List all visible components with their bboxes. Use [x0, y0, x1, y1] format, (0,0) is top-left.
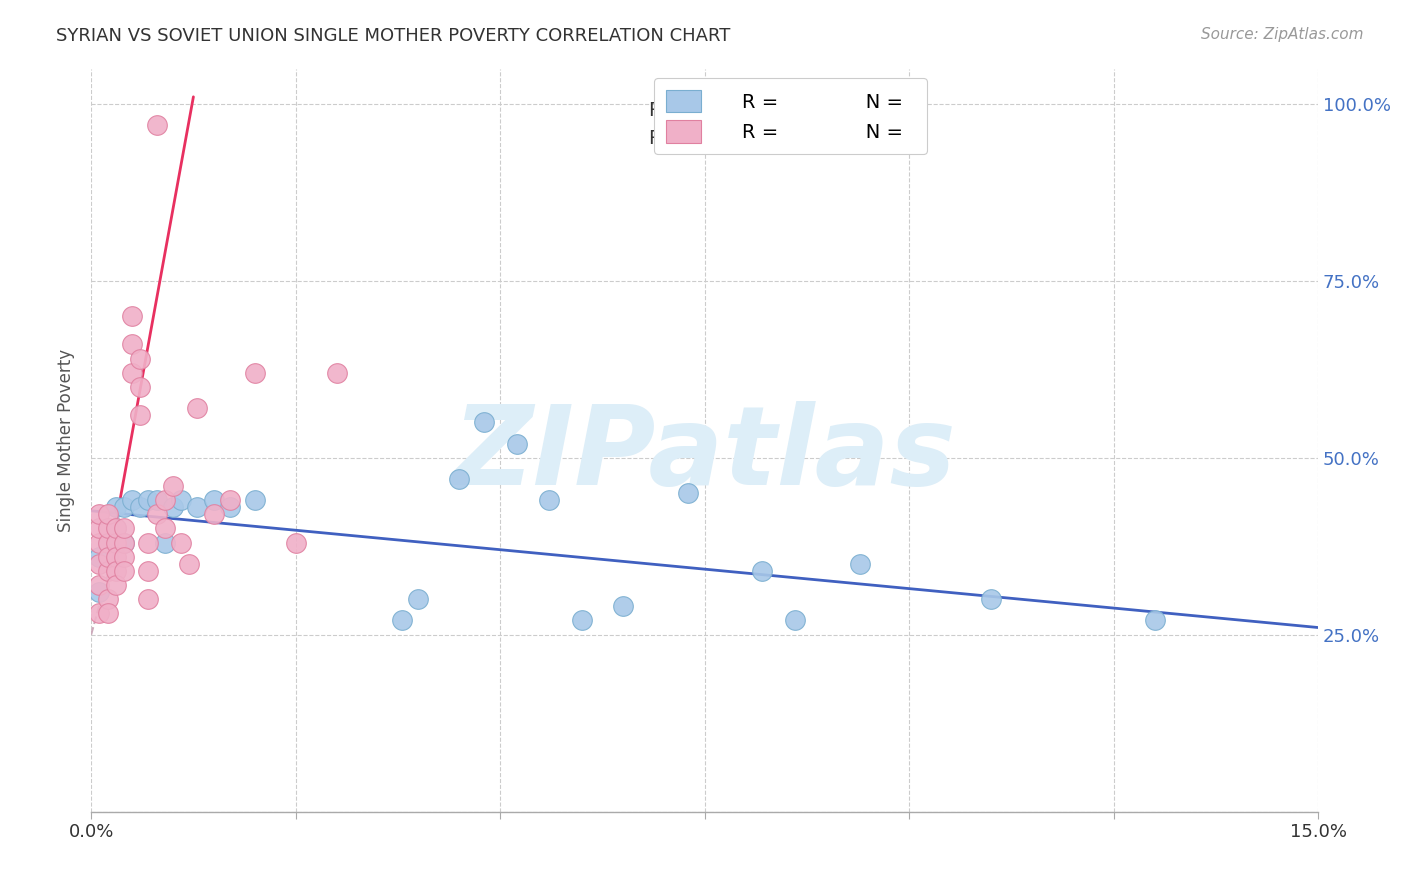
- Point: [980, 592, 1002, 607]
- Point: [96, 508, 118, 522]
- Point: [153, 535, 176, 549]
- Point: [112, 564, 135, 578]
- Point: [472, 415, 495, 429]
- Text: R =: R =: [650, 101, 692, 120]
- Point: [783, 614, 806, 628]
- Point: [391, 614, 413, 628]
- Point: [571, 614, 593, 628]
- Point: [89, 521, 111, 535]
- Point: [96, 592, 118, 607]
- Text: 32: 32: [794, 101, 818, 120]
- Point: [153, 521, 176, 535]
- Point: [121, 366, 143, 380]
- Point: [153, 493, 176, 508]
- Point: [284, 535, 307, 549]
- Point: [104, 564, 127, 578]
- Text: Source: ZipAtlas.com: Source: ZipAtlas.com: [1201, 27, 1364, 42]
- Text: N =: N =: [762, 128, 806, 148]
- Point: [170, 493, 193, 508]
- Point: [145, 508, 167, 522]
- Point: [186, 401, 208, 416]
- Point: [89, 607, 111, 621]
- Point: [162, 479, 184, 493]
- Point: [96, 549, 118, 564]
- Point: [96, 535, 118, 549]
- Point: [538, 493, 561, 508]
- Point: [186, 500, 208, 515]
- Point: [138, 493, 160, 508]
- Point: [138, 592, 160, 607]
- Point: [678, 486, 700, 500]
- Point: [243, 493, 266, 508]
- Point: [104, 521, 127, 535]
- Point: [104, 521, 127, 535]
- Point: [121, 337, 143, 351]
- Point: [89, 508, 111, 522]
- Point: [96, 535, 118, 549]
- Point: [112, 521, 135, 535]
- Y-axis label: Single Mother Poverty: Single Mother Poverty: [58, 349, 75, 532]
- Point: [112, 549, 135, 564]
- Text: -0.156: -0.156: [683, 101, 747, 120]
- Point: [121, 493, 143, 508]
- Point: [112, 500, 135, 515]
- Text: ZIPatlas: ZIPatlas: [453, 401, 956, 508]
- Point: [849, 557, 872, 571]
- Point: [112, 535, 135, 549]
- Point: [104, 549, 127, 564]
- Point: [96, 521, 118, 535]
- Legend:     R =              N =  ,     R =              N =  : R = N = , R = N =: [654, 78, 927, 154]
- Point: [145, 493, 167, 508]
- Text: 44: 44: [794, 128, 818, 148]
- Point: [104, 578, 127, 592]
- Point: [179, 557, 201, 571]
- Point: [89, 578, 111, 592]
- Point: [112, 535, 135, 549]
- Point: [89, 557, 111, 571]
- Point: [325, 366, 347, 380]
- Point: [104, 500, 127, 515]
- Point: [202, 493, 225, 508]
- Point: [145, 118, 167, 132]
- Point: [96, 564, 118, 578]
- Point: [202, 508, 225, 522]
- Point: [129, 380, 152, 394]
- Point: [219, 500, 242, 515]
- Point: [612, 599, 634, 614]
- Point: [89, 535, 111, 549]
- Point: [243, 366, 266, 380]
- Point: [104, 535, 127, 549]
- Text: R =: R =: [650, 128, 692, 148]
- Point: [121, 309, 143, 323]
- Point: [129, 409, 152, 423]
- Point: [89, 585, 111, 599]
- Point: [408, 592, 430, 607]
- Text: SYRIAN VS SOVIET UNION SINGLE MOTHER POVERTY CORRELATION CHART: SYRIAN VS SOVIET UNION SINGLE MOTHER POV…: [56, 27, 731, 45]
- Point: [505, 436, 527, 450]
- Point: [129, 500, 152, 515]
- Text: 0.453: 0.453: [683, 128, 740, 148]
- Point: [219, 493, 242, 508]
- Point: [96, 607, 118, 621]
- Point: [89, 549, 111, 564]
- Point: [449, 472, 471, 486]
- Text: N =: N =: [762, 101, 806, 120]
- Point: [138, 535, 160, 549]
- Point: [751, 564, 773, 578]
- Point: [138, 564, 160, 578]
- Point: [170, 535, 193, 549]
- Point: [162, 500, 184, 515]
- Point: [129, 351, 152, 366]
- Point: [1143, 614, 1166, 628]
